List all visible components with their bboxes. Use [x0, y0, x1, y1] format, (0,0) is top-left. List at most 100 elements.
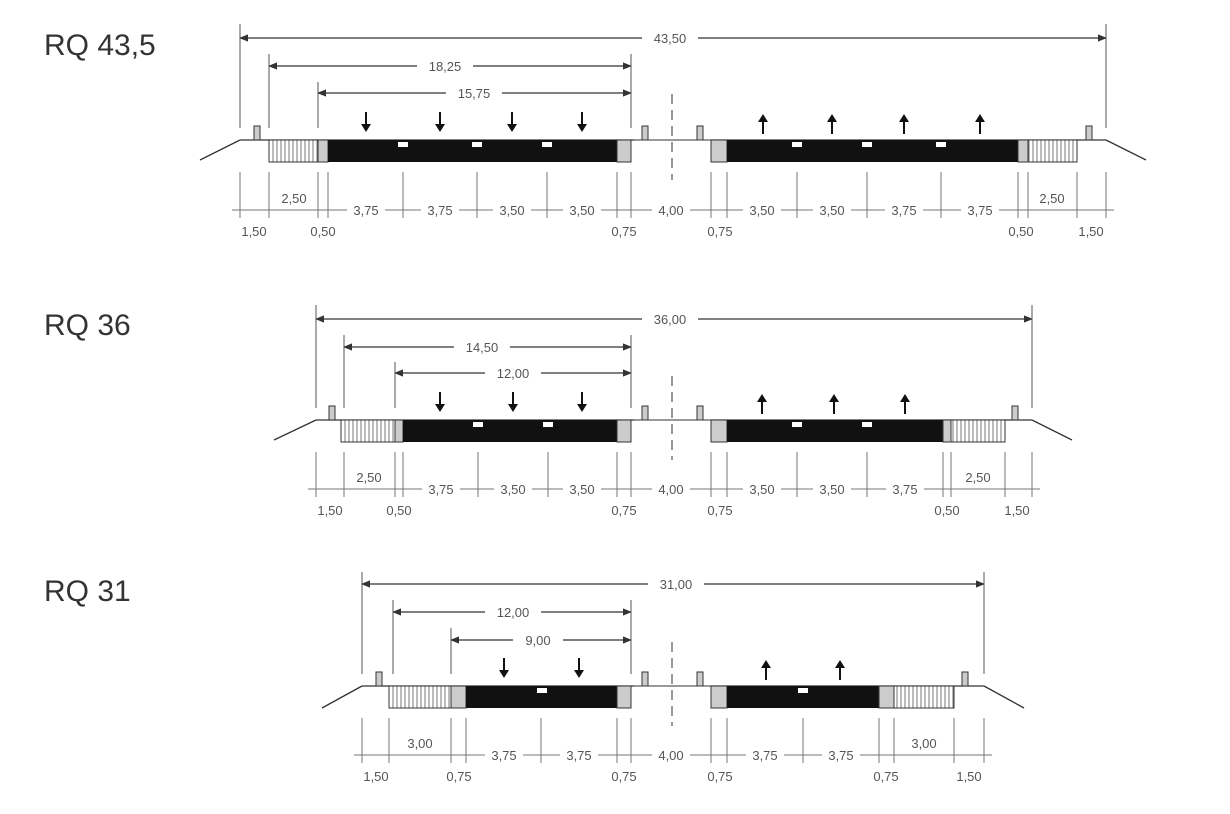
dimension-label: 3,75 [428, 482, 453, 497]
arrow-down-icon [507, 112, 517, 132]
dimension-label: 3,75 [828, 748, 853, 763]
dimension-label: 2,50 [965, 470, 990, 485]
arrow-down-icon [574, 658, 584, 678]
dimension-label: 3,75 [491, 748, 516, 763]
dimension-label: 1,50 [956, 769, 981, 784]
arrow-up-icon [975, 114, 985, 134]
road-profile [199, 94, 1147, 180]
dimension-label: 3,50 [569, 203, 594, 218]
median-dimension-label: 4,00 [658, 203, 683, 218]
arrow-up-icon [829, 394, 839, 414]
dimension-label: 0,75 [707, 503, 732, 518]
carriageway-width-label: 18,25 [429, 59, 462, 74]
median-dimension-label: 4,00 [658, 482, 683, 497]
traffic-lanes-dimension: 9,00 [450, 632, 632, 648]
dimension-label: 3,75 [967, 203, 992, 218]
bottom-dimension-chain: 2,50 3,75 3,50 3,50 4,00 3,50 3,50 3,75 … [308, 452, 1040, 518]
overall-dimension: 31,00 [361, 576, 985, 592]
dimension-label: 1,50 [241, 224, 266, 239]
section-rq-36: RQ 36 36,00 14,50 12,00 [44, 305, 1073, 518]
traffic-lanes-width-label: 12,00 [497, 366, 530, 381]
arrow-down-icon [361, 112, 371, 132]
dimension-label: 0,50 [1008, 224, 1033, 239]
dimension-label: 0,75 [611, 224, 636, 239]
dimension-label: 1,50 [363, 769, 388, 784]
dimension-label: 1,50 [1004, 503, 1029, 518]
traffic-lanes-width-label: 15,75 [458, 86, 491, 101]
median-dimension-label: 4,00 [658, 748, 683, 763]
dimension-label: 3,75 [892, 482, 917, 497]
section-title: RQ 31 [44, 575, 131, 608]
extension-lines [315, 305, 1033, 408]
extension-lines [239, 24, 1107, 128]
dimension-label: 3,75 [752, 748, 777, 763]
traffic-lanes-dimension: 12,00 [394, 365, 632, 381]
dimension-label: 0,75 [873, 769, 898, 784]
carriageway-dimension: 12,00 [392, 604, 632, 620]
overall-width-label: 43,50 [654, 31, 687, 46]
arrow-up-icon [835, 660, 845, 680]
section-title: RQ 43,5 [44, 29, 156, 62]
section-rq-31: RQ 31 31,00 12,00 9,00 [44, 572, 1025, 784]
dimension-label: 3,50 [819, 203, 844, 218]
dimension-label: 3,00 [407, 736, 432, 751]
dimension-label: 3,75 [566, 748, 591, 763]
arrow-up-icon [899, 114, 909, 134]
arrow-down-icon [508, 392, 518, 412]
arrow-down-icon [499, 658, 509, 678]
road-profile [273, 376, 1073, 460]
extension-lines [361, 572, 985, 674]
dimension-label: 3,50 [569, 482, 594, 497]
carriageway-width-label: 14,50 [466, 340, 499, 355]
dimension-label: 1,50 [1078, 224, 1103, 239]
dimension-label: 0,75 [611, 769, 636, 784]
overall-width-label: 31,00 [660, 577, 693, 592]
dimension-label: 0,50 [386, 503, 411, 518]
bottom-dimension-chain: 3,00 3,75 3,75 4,00 3,75 3,75 3,00 1,50 … [354, 718, 992, 784]
arrow-up-icon [758, 114, 768, 134]
arrow-up-icon [900, 394, 910, 414]
arrow-down-icon [577, 392, 587, 412]
dimension-label: 3,50 [499, 203, 524, 218]
road-profile [321, 642, 1025, 726]
direction-arrows [361, 112, 985, 134]
overall-dimension: 43,50 [239, 30, 1107, 46]
bottom-dimension-chain: 2,50 3,75 3,75 3,50 3,50 4,00 3,50 3,50 … [232, 172, 1114, 239]
dimension-label: 3,50 [749, 203, 774, 218]
dimension-label: 0,50 [934, 503, 959, 518]
section-title: RQ 36 [44, 309, 131, 342]
traffic-lanes-dimension: 15,75 [317, 85, 632, 101]
overall-width-label: 36,00 [654, 312, 687, 327]
section-rq-43-5: RQ 43,5 43,50 18,25 15,75 [44, 24, 1147, 239]
traffic-lanes-width-label: 9,00 [525, 633, 550, 648]
dimension-label: 3,50 [819, 482, 844, 497]
dimension-label: 2,50 [281, 191, 306, 206]
dimension-label: 1,50 [317, 503, 342, 518]
dimension-label: 0,50 [310, 224, 335, 239]
dimension-label: 3,75 [353, 203, 378, 218]
dimension-label: 0,75 [707, 224, 732, 239]
carriageway-dimension: 14,50 [343, 339, 632, 355]
dimension-label: 2,50 [1039, 191, 1064, 206]
arrow-down-icon [435, 112, 445, 132]
arrow-up-icon [761, 660, 771, 680]
carriageway-dimension: 18,25 [268, 58, 632, 74]
arrow-down-icon [435, 392, 445, 412]
arrow-down-icon [577, 112, 587, 132]
dimension-label: 0,75 [707, 769, 732, 784]
direction-arrows [499, 658, 845, 680]
dimension-label: 3,75 [891, 203, 916, 218]
overall-dimension: 36,00 [315, 311, 1033, 327]
dimension-label: 0,75 [446, 769, 471, 784]
dimension-label: 3,50 [500, 482, 525, 497]
dimension-label: 3,75 [427, 203, 452, 218]
arrow-up-icon [757, 394, 767, 414]
arrow-up-icon [827, 114, 837, 134]
carriageway-width-label: 12,00 [497, 605, 530, 620]
dimension-label: 0,75 [611, 503, 636, 518]
dimension-label: 3,00 [911, 736, 936, 751]
dimension-label: 3,50 [749, 482, 774, 497]
dimension-label: 2,50 [356, 470, 381, 485]
direction-arrows [435, 392, 910, 414]
